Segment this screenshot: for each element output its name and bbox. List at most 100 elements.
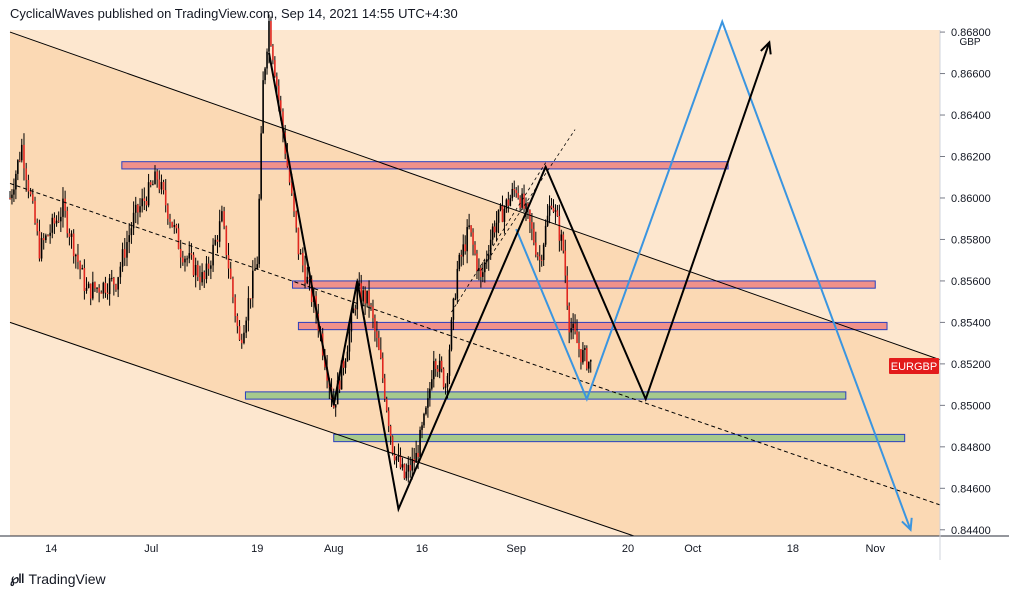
candle-body: [123, 249, 126, 258]
candle-body: [464, 244, 466, 252]
candle-body: [440, 360, 443, 369]
candle-body: [201, 272, 203, 283]
candle-body: [234, 297, 236, 316]
candle-body: [152, 184, 154, 186]
candle-body: [149, 182, 152, 185]
candle-body: [484, 262, 486, 273]
candle-body: [102, 282, 105, 294]
candle-body: [108, 278, 111, 295]
candle-body: [525, 203, 527, 209]
candle-body: [126, 242, 128, 258]
candle-body: [42, 238, 45, 241]
candle-body: [223, 211, 225, 227]
candle-body: [474, 244, 476, 254]
candle-body: [403, 464, 406, 479]
time-axis[interactable]: 14 Jul 19 Aug 16 Sep 20 Oct 18 Nov: [45, 543, 885, 555]
candle-body: [197, 264, 199, 278]
candle-body: [584, 348, 586, 350]
candle-body: [156, 171, 158, 180]
candle-body: [387, 410, 390, 427]
candle-body: [389, 426, 392, 437]
price-tick-label: 0.85600: [951, 276, 991, 288]
candle-body: [199, 277, 201, 283]
candle-body: [162, 181, 165, 191]
candle-body: [186, 258, 188, 260]
candle-body: [27, 179, 30, 192]
candle-body: [262, 80, 264, 134]
candle-body: [578, 342, 580, 350]
candle-body: [177, 228, 180, 249]
candle-body: [53, 217, 56, 224]
candle-body: [36, 222, 39, 232]
candle-body: [476, 253, 478, 272]
candle-body: [536, 254, 539, 257]
candle-body: [562, 234, 565, 251]
candle-body: [60, 216, 62, 222]
candle-body: [362, 290, 364, 302]
candle-body: [442, 368, 445, 388]
candle-body: [274, 60, 276, 77]
candle-body: [147, 182, 150, 206]
candle-body: [587, 361, 590, 369]
tradingview-logo-icon: ℘‖: [10, 571, 25, 586]
candle-body: [266, 51, 268, 69]
candle-body: [550, 205, 553, 208]
time-tick-label: 14: [45, 543, 57, 555]
candle-body: [158, 179, 161, 190]
candle-body: [258, 198, 260, 265]
candle-body: [399, 455, 402, 468]
candle-body: [29, 191, 32, 195]
candle-body: [55, 220, 58, 224]
candle-body: [210, 265, 212, 269]
candle-body: [182, 257, 184, 263]
candle-body: [212, 244, 214, 266]
candle-body: [304, 265, 306, 284]
publish-header: CyclicalWaves published on TradingView.c…: [10, 6, 458, 21]
price-tick-label: 0.86200: [951, 152, 991, 164]
candle-body: [354, 308, 357, 310]
candle-body: [194, 264, 197, 276]
candle-body: [334, 404, 337, 408]
candle-body: [247, 298, 250, 321]
candle-body: [34, 200, 36, 223]
price-tick-label: 0.85400: [951, 317, 991, 329]
candle-body: [188, 253, 191, 259]
candle-body: [70, 233, 73, 237]
candle-body: [436, 369, 439, 372]
candle-body: [240, 339, 243, 344]
candle-body: [249, 298, 252, 300]
candle-body: [501, 205, 504, 222]
wave-count-path: [268, 42, 771, 513]
candle-body: [13, 189, 15, 195]
candle-body: [302, 252, 304, 266]
wave-channel-dashed-line-2: [480, 129, 576, 271]
time-tick-label: Nov: [865, 543, 885, 555]
candle-body: [454, 298, 457, 300]
candle-body: [552, 207, 555, 212]
candle-body: [560, 234, 563, 241]
candle-body: [564, 250, 567, 276]
candle-body: [164, 190, 167, 206]
candle-body: [482, 272, 484, 277]
candle-body: [141, 198, 143, 207]
candle-body: [356, 285, 359, 310]
support-zone-5: [333, 433, 906, 443]
candle-body: [419, 429, 421, 457]
candle-body: [277, 85, 280, 101]
candle-body: [47, 235, 49, 237]
candle-body: [348, 331, 351, 352]
time-tick-label: Sep: [506, 543, 526, 555]
candle-body: [264, 68, 266, 81]
candle-body: [243, 332, 245, 344]
candle-body: [444, 386, 447, 388]
candle-body: [360, 283, 363, 302]
candle-body: [540, 259, 543, 261]
price-axis[interactable]: 0.86800 0.86600 0.86400 0.86200 0.86000 0.858…: [940, 27, 991, 537]
candle-body: [411, 458, 414, 471]
candle-body: [538, 256, 541, 260]
candle-body: [205, 263, 208, 280]
candle-body: [511, 188, 514, 199]
candle-body: [282, 111, 284, 133]
candle-body: [521, 193, 523, 208]
